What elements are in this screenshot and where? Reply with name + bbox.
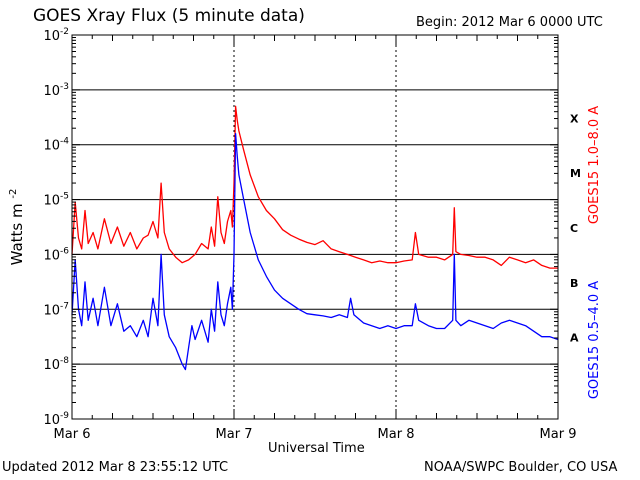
plot-frame (71, 34, 559, 420)
chart-series (71, 105, 559, 371)
y-tick-label: 10-7 (43, 301, 69, 318)
begin-label: Begin: 2012 Mar 6 0000 UTC (416, 15, 603, 30)
flare-class-label: A (570, 332, 579, 345)
series-line-0 (71, 105, 558, 269)
x-axis-title: Universal Time (268, 441, 365, 456)
series-line-1 (71, 133, 559, 371)
chart-grid (72, 35, 558, 419)
y-tick-label: 10-8 (43, 356, 69, 373)
updated-label: Updated 2012 Mar 8 23:55:12 UTC (2, 460, 229, 475)
flare-class-label: M (570, 167, 581, 180)
chart-ticks (71, 34, 559, 420)
y-tick-label: 10-9 (43, 411, 69, 428)
flare-class-label: X (570, 112, 579, 125)
y-tick-label: 10-2 (43, 27, 69, 44)
y-tick-label: 10-4 (43, 137, 69, 154)
credit-label: NOAA/SWPC Boulder, CO USA (424, 460, 618, 475)
x-tick-label: Mar 8 (378, 427, 415, 442)
y-tick-label: 10-6 (43, 246, 69, 263)
flare-class-label: B (570, 277, 578, 290)
page-title: GOES Xray Flux (5 minute data) (33, 6, 305, 26)
legend-entry-1: GOES15 0.5–4.0 A (587, 281, 602, 399)
x-tick-label: Mar 6 (54, 427, 91, 442)
y-axis-title: Watts m -2 (8, 189, 26, 266)
x-tick-label: Mar 9 (540, 427, 577, 442)
flare-class-label: C (570, 222, 578, 235)
y-tick-label: 10-3 (43, 82, 69, 99)
y-tick-label: 10-5 (43, 192, 69, 209)
chart-frame (71, 34, 559, 420)
legend-entry-0: GOES15 1.0–8.0 A (587, 106, 602, 224)
x-tick-label: Mar 7 (216, 427, 253, 442)
